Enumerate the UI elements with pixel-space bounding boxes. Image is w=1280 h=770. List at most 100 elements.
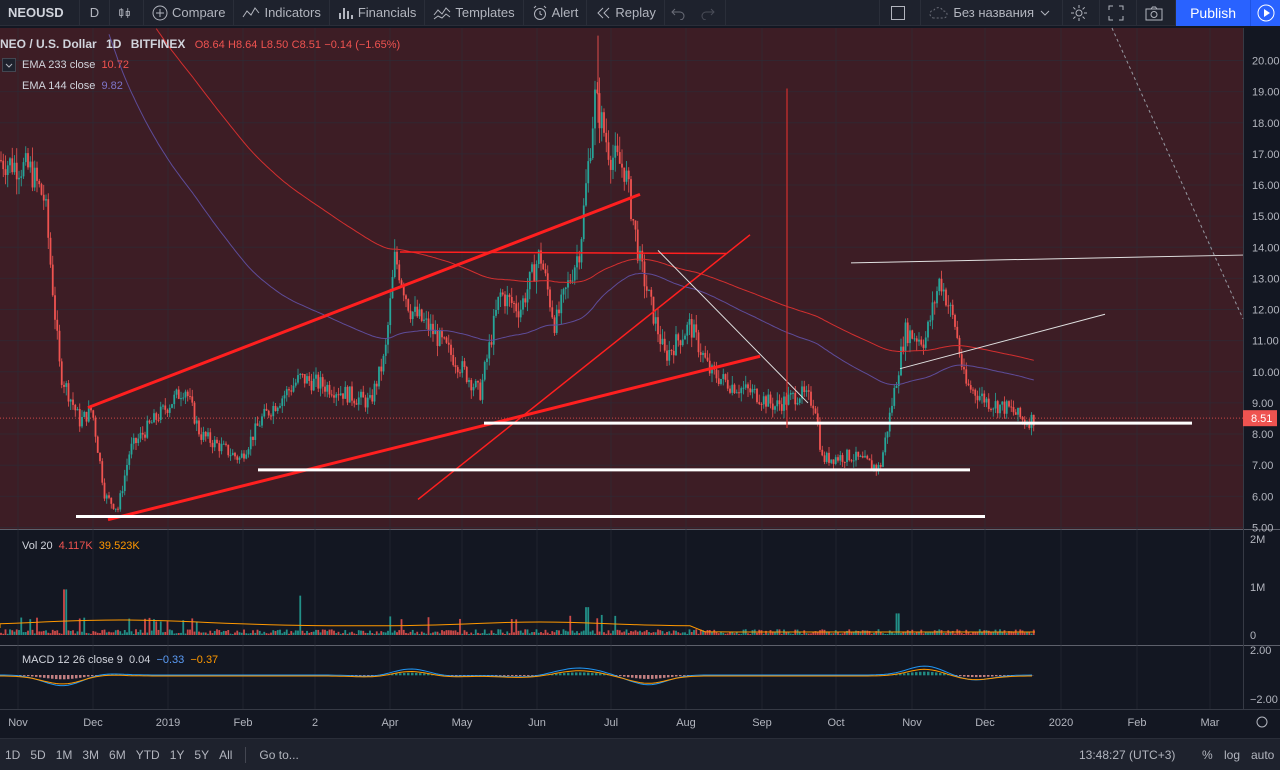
macd-histogram-bar: [923, 671, 926, 676]
candle-body: [627, 170, 630, 180]
candle-body: [510, 296, 513, 304]
interval-button[interactable]: D: [80, 0, 110, 26]
volume-bar: [454, 630, 457, 635]
range-button-1y[interactable]: 1Y: [169, 747, 185, 762]
symbol-search[interactable]: NEOUSD: [0, 0, 80, 26]
macd-histogram-bar: [127, 674, 130, 676]
volume-bar: [184, 633, 187, 635]
volume-bar: [942, 633, 945, 635]
volume-bar: [693, 630, 695, 635]
volume-bar: [717, 633, 720, 635]
volume-bar: [915, 632, 918, 635]
range-button-6m[interactable]: 6M: [109, 747, 126, 762]
candle-body: [171, 404, 173, 408]
log-toggle[interactable]: log: [1224, 748, 1241, 762]
volume-bar: [231, 634, 234, 635]
candle-body: [209, 432, 212, 443]
candle-body: [657, 317, 659, 335]
volume-bar: [855, 630, 857, 635]
volume-bar: [958, 630, 961, 635]
volume-bar: [564, 630, 567, 635]
chart-canvas[interactable]: 20.00 19.00 18.00 17.00 16.00 15.00 14.00 13.00…: [0, 27, 1280, 738]
candle-body: [990, 408, 992, 410]
candle-body: [117, 508, 119, 510]
volume-bar: [488, 633, 491, 635]
range-button-1m[interactable]: 1M: [55, 747, 73, 762]
volume-bar: [267, 633, 270, 635]
candle-body: [625, 170, 628, 182]
volume-bar: [634, 630, 637, 635]
volume-bar: [555, 630, 558, 635]
redo-button[interactable]: [695, 0, 726, 26]
candle-body: [45, 199, 47, 201]
volume-bar: [735, 631, 738, 635]
play-button[interactable]: [1250, 0, 1280, 26]
candle-body: [276, 407, 279, 411]
volume-bar: [879, 631, 882, 635]
volume-bar: [902, 631, 905, 635]
goto-button[interactable]: Go to...: [259, 747, 299, 762]
range-button-1d[interactable]: 1D: [5, 747, 21, 762]
range-button-5y[interactable]: 5Y: [194, 747, 210, 762]
volume-bar: [411, 629, 414, 635]
range-button-5d[interactable]: 5D: [30, 747, 46, 762]
volume-bar: [884, 634, 887, 635]
clock-readout[interactable]: 13:48:27 (UTC+3): [1079, 748, 1176, 762]
volume-bar: [724, 633, 727, 635]
candle-body: [461, 361, 464, 373]
volume-bar: [645, 630, 648, 635]
volume-bar: [632, 631, 635, 635]
candle-body: [213, 439, 216, 448]
chart-container[interactable]: 20.00 19.00 18.00 17.00 16.00 15.00 14.00 13.00…: [0, 27, 1280, 738]
compare-button[interactable]: Compare: [144, 0, 235, 26]
fullscreen-toggle[interactable]: [879, 0, 922, 26]
percent-toggle[interactable]: %: [1202, 748, 1213, 762]
snapshot-button[interactable]: [1137, 0, 1177, 26]
volume-bar: [51, 629, 54, 635]
volume-bar: [99, 633, 101, 635]
auto-toggle[interactable]: auto: [1251, 748, 1275, 762]
candle-body: [6, 165, 9, 176]
maximize-button[interactable]: [1100, 0, 1138, 26]
volume-legend[interactable]: Vol 20 4.117K 39.523K: [22, 540, 140, 552]
candle-body: [168, 407, 171, 413]
volume-bar: [193, 631, 196, 635]
candle-body: [537, 250, 540, 265]
chart-type-button[interactable]: [110, 0, 144, 26]
candle-body: [699, 352, 702, 355]
candle-body: [400, 280, 403, 286]
range-button-ytd[interactable]: YTD: [135, 747, 160, 762]
layout-name[interactable]: Без названия: [921, 0, 1064, 26]
volume-bar: [810, 633, 812, 635]
candle-body: [974, 389, 977, 396]
publish-button[interactable]: Publish: [1176, 0, 1250, 26]
ema233-legend[interactable]: EMA 233 close 10.72: [22, 59, 129, 71]
volume-bar: [659, 630, 662, 635]
volume-bar: [227, 630, 230, 635]
financials-button[interactable]: Financials: [330, 0, 426, 26]
alert-button[interactable]: Alert: [524, 0, 588, 26]
volume-bar: [1030, 633, 1033, 635]
candle-body: [317, 374, 320, 389]
range-button-all[interactable]: All: [219, 747, 233, 762]
templates-button[interactable]: Templates: [425, 0, 524, 26]
candle-body: [355, 403, 358, 405]
indicators-button[interactable]: Indicators: [234, 0, 330, 26]
volume-bar: [328, 629, 331, 635]
settings-button[interactable]: [1063, 0, 1101, 26]
candle-body: [321, 377, 324, 387]
candle-body: [558, 309, 560, 314]
volume-bar: [157, 629, 160, 635]
legend-collapse-button[interactable]: [2, 58, 16, 72]
undo-button[interactable]: [665, 0, 695, 26]
candle-body: [1005, 401, 1008, 414]
macd-histogram-bar: [531, 675, 534, 676]
macd-legend[interactable]: MACD 12 26 close 9 0.04 −0.33 −0.37: [22, 654, 218, 666]
ema144-legend[interactable]: EMA 144 close 9.82: [22, 80, 123, 92]
candle-body: [135, 437, 137, 444]
volume-bar: [69, 630, 72, 635]
replay-button[interactable]: Replay: [587, 0, 665, 26]
time-axis-label: Oct: [827, 717, 844, 729]
macd-value-1: 0.04: [128, 654, 151, 666]
range-button-3m[interactable]: 3M: [82, 747, 100, 762]
